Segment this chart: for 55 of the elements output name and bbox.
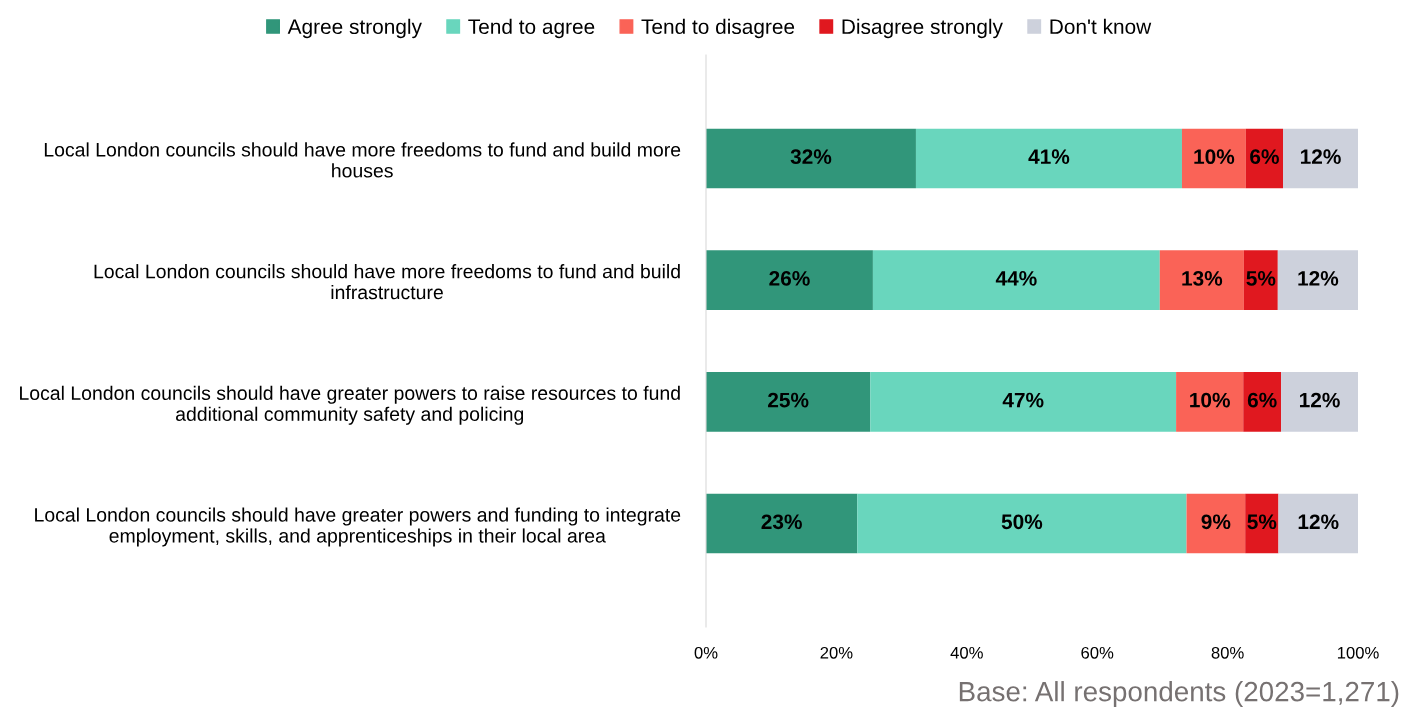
data-label: 32% [790,149,832,165]
bar [1186,493,1246,554]
y-tick-label: Local London councils should have more freedoms to fund and build infrastructure [94,264,680,300]
data-label: 41% [1028,149,1070,164]
bar [1243,250,1278,310]
data-label: 25% [768,392,809,408]
bar [1278,493,1358,554]
bar [1176,372,1244,432]
data-label: 23% [761,514,802,530]
data-label: 5% [1246,271,1276,286]
data-label: 5% [1247,514,1277,530]
bar [1159,250,1244,310]
x-tick-label: 40% [950,646,983,659]
x-tick-label: 100% [1337,646,1379,659]
legend-label: Tend to agree [468,18,595,39]
x-tick-label: 60% [1081,646,1114,659]
data-label: 12% [1298,270,1339,286]
text: Base: All respondents (2023=1,271) [959,681,1399,707]
data-label: 10% [1194,149,1235,165]
bar [872,250,1160,310]
data-label: 50% [1001,514,1043,530]
data-label: 44% [995,271,1037,286]
y-tick-label: Local London councils should have greater powers and funding to integrate employment, skills, and apprenticeships in their local area [35,507,681,547]
legend-label: Tend to disagree [641,18,795,39]
bar [1283,128,1358,189]
bar [1243,372,1282,432]
bar [706,493,858,554]
bar [1277,250,1358,310]
data-label: 12% [1298,514,1339,530]
data-label: 10% [1190,392,1230,408]
bar [706,250,873,310]
bar [1181,128,1246,189]
legend-label: Agree strongly [287,18,422,39]
x-tick-label: 20% [820,646,853,659]
bar [1245,128,1284,189]
bar [857,493,1187,554]
data-label: 26% [769,270,810,286]
bar [1281,372,1358,432]
x-tick-label: 0% [694,646,718,659]
data-label: 12% [1300,149,1341,164]
x-tick-label: 80% [1211,646,1244,659]
data-label: 13% [1182,270,1223,286]
y-tick-label: Local London councils should have more freedoms to fund and build more houses [44,142,681,178]
data-label: 6% [1247,392,1277,408]
legend-label: Don't know [1050,18,1152,35]
legend-label: Disagree strongly [842,18,1003,39]
data-label: 6% [1250,149,1279,165]
bar [706,372,871,432]
bar [706,128,916,189]
bar [915,128,1182,189]
data-label: 47% [1002,392,1044,408]
bar [870,372,1177,432]
y-tick-label: Local London councils should have greater powers to raise resources to fund additional community safety and policing [20,385,680,425]
data-label: 9% [1201,514,1231,530]
data-label: 12% [1300,392,1340,408]
